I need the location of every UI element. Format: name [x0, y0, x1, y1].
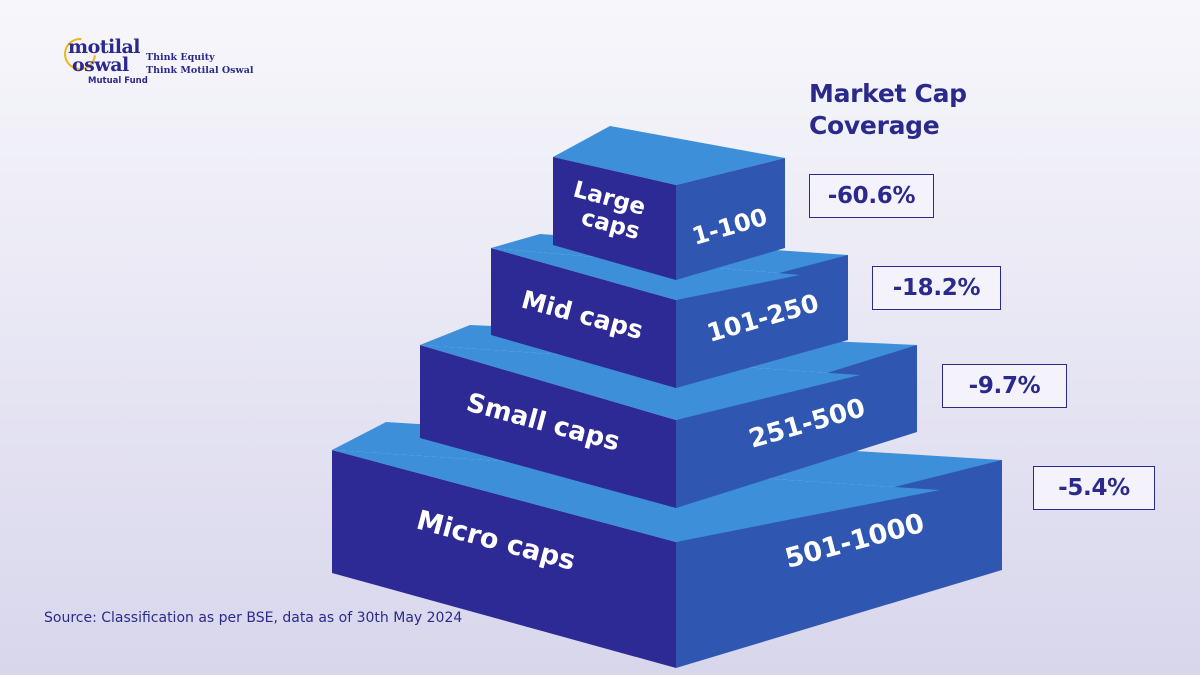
tier-large-front-face	[553, 157, 676, 280]
tier-micro-front-face	[332, 450, 676, 668]
tagline-2: Think Motilal Oswal	[146, 65, 254, 76]
tagline-1: Think Equity	[146, 52, 215, 63]
brand-logo: motilal oswal Mutual Fund Think Equity T…	[57, 31, 288, 94]
coverage-badge-large: -60.6%	[809, 174, 934, 218]
tier-large-top-face	[553, 126, 785, 185]
logo-word-1: motilal	[68, 36, 141, 58]
tier-mid-front-face	[491, 248, 676, 388]
tier-mid-side-face	[676, 255, 848, 388]
heading-line-2: Coverage	[809, 111, 940, 140]
tier-large-caps: Large caps 1-100	[553, 126, 785, 280]
coverage-badge-mid: -18.2%	[872, 266, 1001, 310]
heading-line-1: Market Cap	[809, 79, 967, 108]
source-note: Source: Classification as per BSE, data …	[44, 610, 463, 626]
page-heading: Market Cap Coverage	[809, 78, 967, 142]
coverage-badge-micro: -5.4%	[1033, 466, 1155, 510]
coverage-badge-small: -9.7%	[942, 364, 1067, 408]
tier-micro-side-face	[676, 460, 1002, 668]
tier-small-front-face	[420, 345, 676, 508]
logo-word-2: oswal	[72, 54, 129, 76]
tier-small-top-edge	[420, 345, 860, 420]
tier-mid-top-edge	[491, 248, 800, 300]
tier-small-caps: Small caps 251-500	[420, 325, 917, 508]
tier-small-side-face	[676, 345, 917, 508]
logo-subtitle: Mutual Fund	[88, 76, 148, 86]
tier-large-side-face	[676, 158, 785, 280]
